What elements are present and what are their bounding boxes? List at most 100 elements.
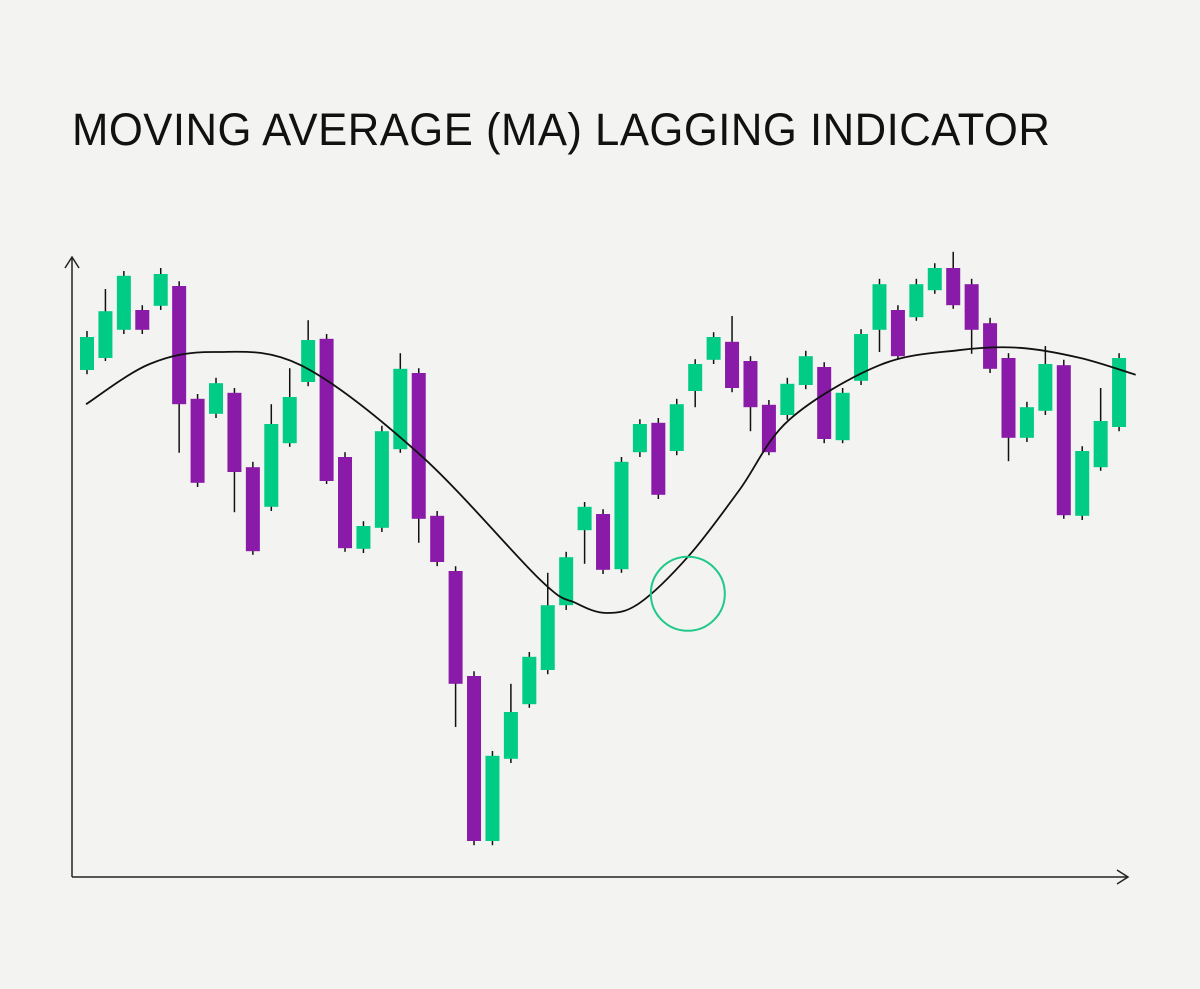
candle-body — [798, 356, 813, 385]
candle-body — [209, 383, 224, 414]
candle — [946, 251, 961, 309]
candle-body — [227, 392, 242, 472]
candle — [835, 388, 850, 444]
candle — [227, 388, 242, 513]
candle — [540, 572, 555, 675]
y-axis-arrow-icon — [64, 255, 80, 269]
candle-body — [1038, 364, 1053, 411]
candle — [577, 502, 592, 564]
candle-body — [964, 284, 979, 330]
candle — [356, 521, 371, 553]
candle — [411, 368, 426, 543]
candle — [909, 278, 924, 321]
candle-body — [540, 605, 555, 670]
candle — [1093, 388, 1108, 471]
candle-body — [338, 457, 353, 549]
candle — [1056, 359, 1071, 519]
candle — [153, 268, 168, 310]
candle — [725, 316, 740, 393]
candle-body — [780, 383, 795, 415]
candle — [467, 671, 482, 846]
moving-average — [85, 346, 1136, 614]
candle-body — [761, 404, 776, 453]
candle — [135, 305, 150, 334]
candle — [319, 334, 334, 484]
candle-body — [80, 337, 94, 370]
candle-body — [1075, 451, 1090, 516]
candle-body — [467, 676, 482, 841]
candle — [964, 278, 979, 354]
candle-body — [743, 361, 758, 408]
candle-body — [485, 755, 500, 841]
candle — [1001, 353, 1016, 462]
candle-body — [1019, 407, 1034, 438]
candle — [669, 398, 684, 456]
candle — [596, 509, 611, 574]
candle-body — [614, 461, 629, 570]
candle — [245, 461, 260, 555]
candle — [338, 452, 353, 552]
candle-body — [725, 341, 740, 388]
candle — [1019, 401, 1034, 442]
candle-body — [319, 338, 334, 481]
candle-body — [1093, 421, 1108, 468]
candle-body — [817, 367, 832, 439]
candle-body — [448, 571, 463, 684]
candle-body — [1056, 365, 1071, 516]
highlight-circle — [649, 555, 726, 632]
candle-body — [577, 506, 592, 531]
axes — [64, 255, 1130, 885]
candle — [282, 368, 297, 447]
x-axis-arrow-icon — [1116, 869, 1130, 885]
candle-body — [854, 334, 869, 381]
candle — [1112, 353, 1127, 432]
candle-body — [172, 286, 187, 405]
candle — [1038, 346, 1053, 415]
candle — [1075, 446, 1090, 520]
candle — [116, 271, 131, 334]
candle — [688, 359, 703, 408]
candle-body — [430, 515, 445, 562]
candle-body — [98, 311, 113, 358]
candle-body — [153, 274, 168, 306]
candle — [854, 329, 869, 385]
candle — [706, 332, 721, 364]
candle — [172, 281, 187, 453]
candle-body — [264, 424, 279, 507]
candle — [430, 511, 445, 567]
candle-body — [559, 557, 574, 606]
candle-body — [946, 268, 961, 306]
candle-body — [835, 392, 850, 441]
candle — [522, 652, 537, 708]
candle-body — [632, 424, 647, 453]
candle-body — [116, 275, 131, 330]
candle — [614, 457, 629, 573]
candle — [632, 419, 647, 457]
candle-body — [927, 268, 942, 291]
candle-body — [374, 431, 389, 528]
candle-body — [393, 368, 408, 450]
candle-body — [301, 340, 316, 382]
candle-body — [890, 310, 905, 357]
candle-body — [1001, 358, 1016, 438]
candle-body — [706, 337, 721, 360]
candle — [983, 317, 998, 373]
candle — [872, 278, 887, 352]
highlight — [649, 555, 726, 632]
candle-body — [503, 712, 518, 759]
candle — [301, 320, 316, 387]
chart-title: MOVING AVERAGE (MA) LAGGING INDICATOR — [72, 104, 1051, 155]
candle — [485, 751, 500, 846]
candle-body — [522, 656, 537, 705]
candle — [374, 425, 389, 532]
candle-body — [135, 310, 150, 330]
candles — [80, 251, 1127, 846]
candle-body — [190, 398, 205, 483]
candle — [503, 683, 518, 763]
candle — [890, 305, 905, 360]
candle-body — [651, 422, 666, 495]
candle-body — [983, 323, 998, 369]
candle-body — [1112, 358, 1127, 427]
